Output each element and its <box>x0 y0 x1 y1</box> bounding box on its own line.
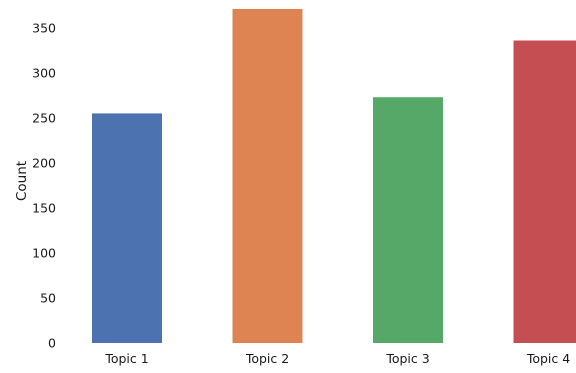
bar-topic-1 <box>92 113 162 343</box>
y-tick-label: 200 <box>32 155 56 170</box>
x-tick-label: Topic 3 <box>385 351 429 366</box>
y-axis-label: Count <box>14 161 30 201</box>
bar-topic-4 <box>514 41 576 343</box>
x-tick-label: Topic 1 <box>104 351 148 366</box>
y-tick-label: 0 <box>48 336 56 351</box>
y-tick-label: 350 <box>32 20 56 35</box>
bar-topic-3 <box>373 97 443 343</box>
y-axis: 0 50 100 150 200 250 300 350 <box>32 20 56 350</box>
bar-group <box>92 9 576 343</box>
y-tick-label: 100 <box>32 245 56 260</box>
y-tick-label: 250 <box>32 110 56 125</box>
bar-topic-2 <box>233 9 303 343</box>
x-axis: Topic 1 Topic 2 Topic 3 Topic 4 <box>104 351 570 366</box>
y-tick-label: 50 <box>40 290 56 305</box>
x-tick-label: Topic 2 <box>245 351 289 366</box>
x-tick-label: Topic 4 <box>526 351 570 366</box>
y-tick-label: 150 <box>32 200 56 215</box>
y-tick-label: 300 <box>32 65 56 80</box>
